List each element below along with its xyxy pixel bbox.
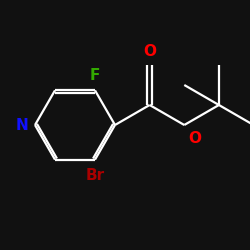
Text: Br: Br	[86, 168, 104, 183]
Text: O: O	[143, 44, 156, 60]
Text: N: N	[15, 118, 28, 132]
Text: F: F	[90, 68, 100, 83]
Text: O: O	[188, 130, 201, 146]
